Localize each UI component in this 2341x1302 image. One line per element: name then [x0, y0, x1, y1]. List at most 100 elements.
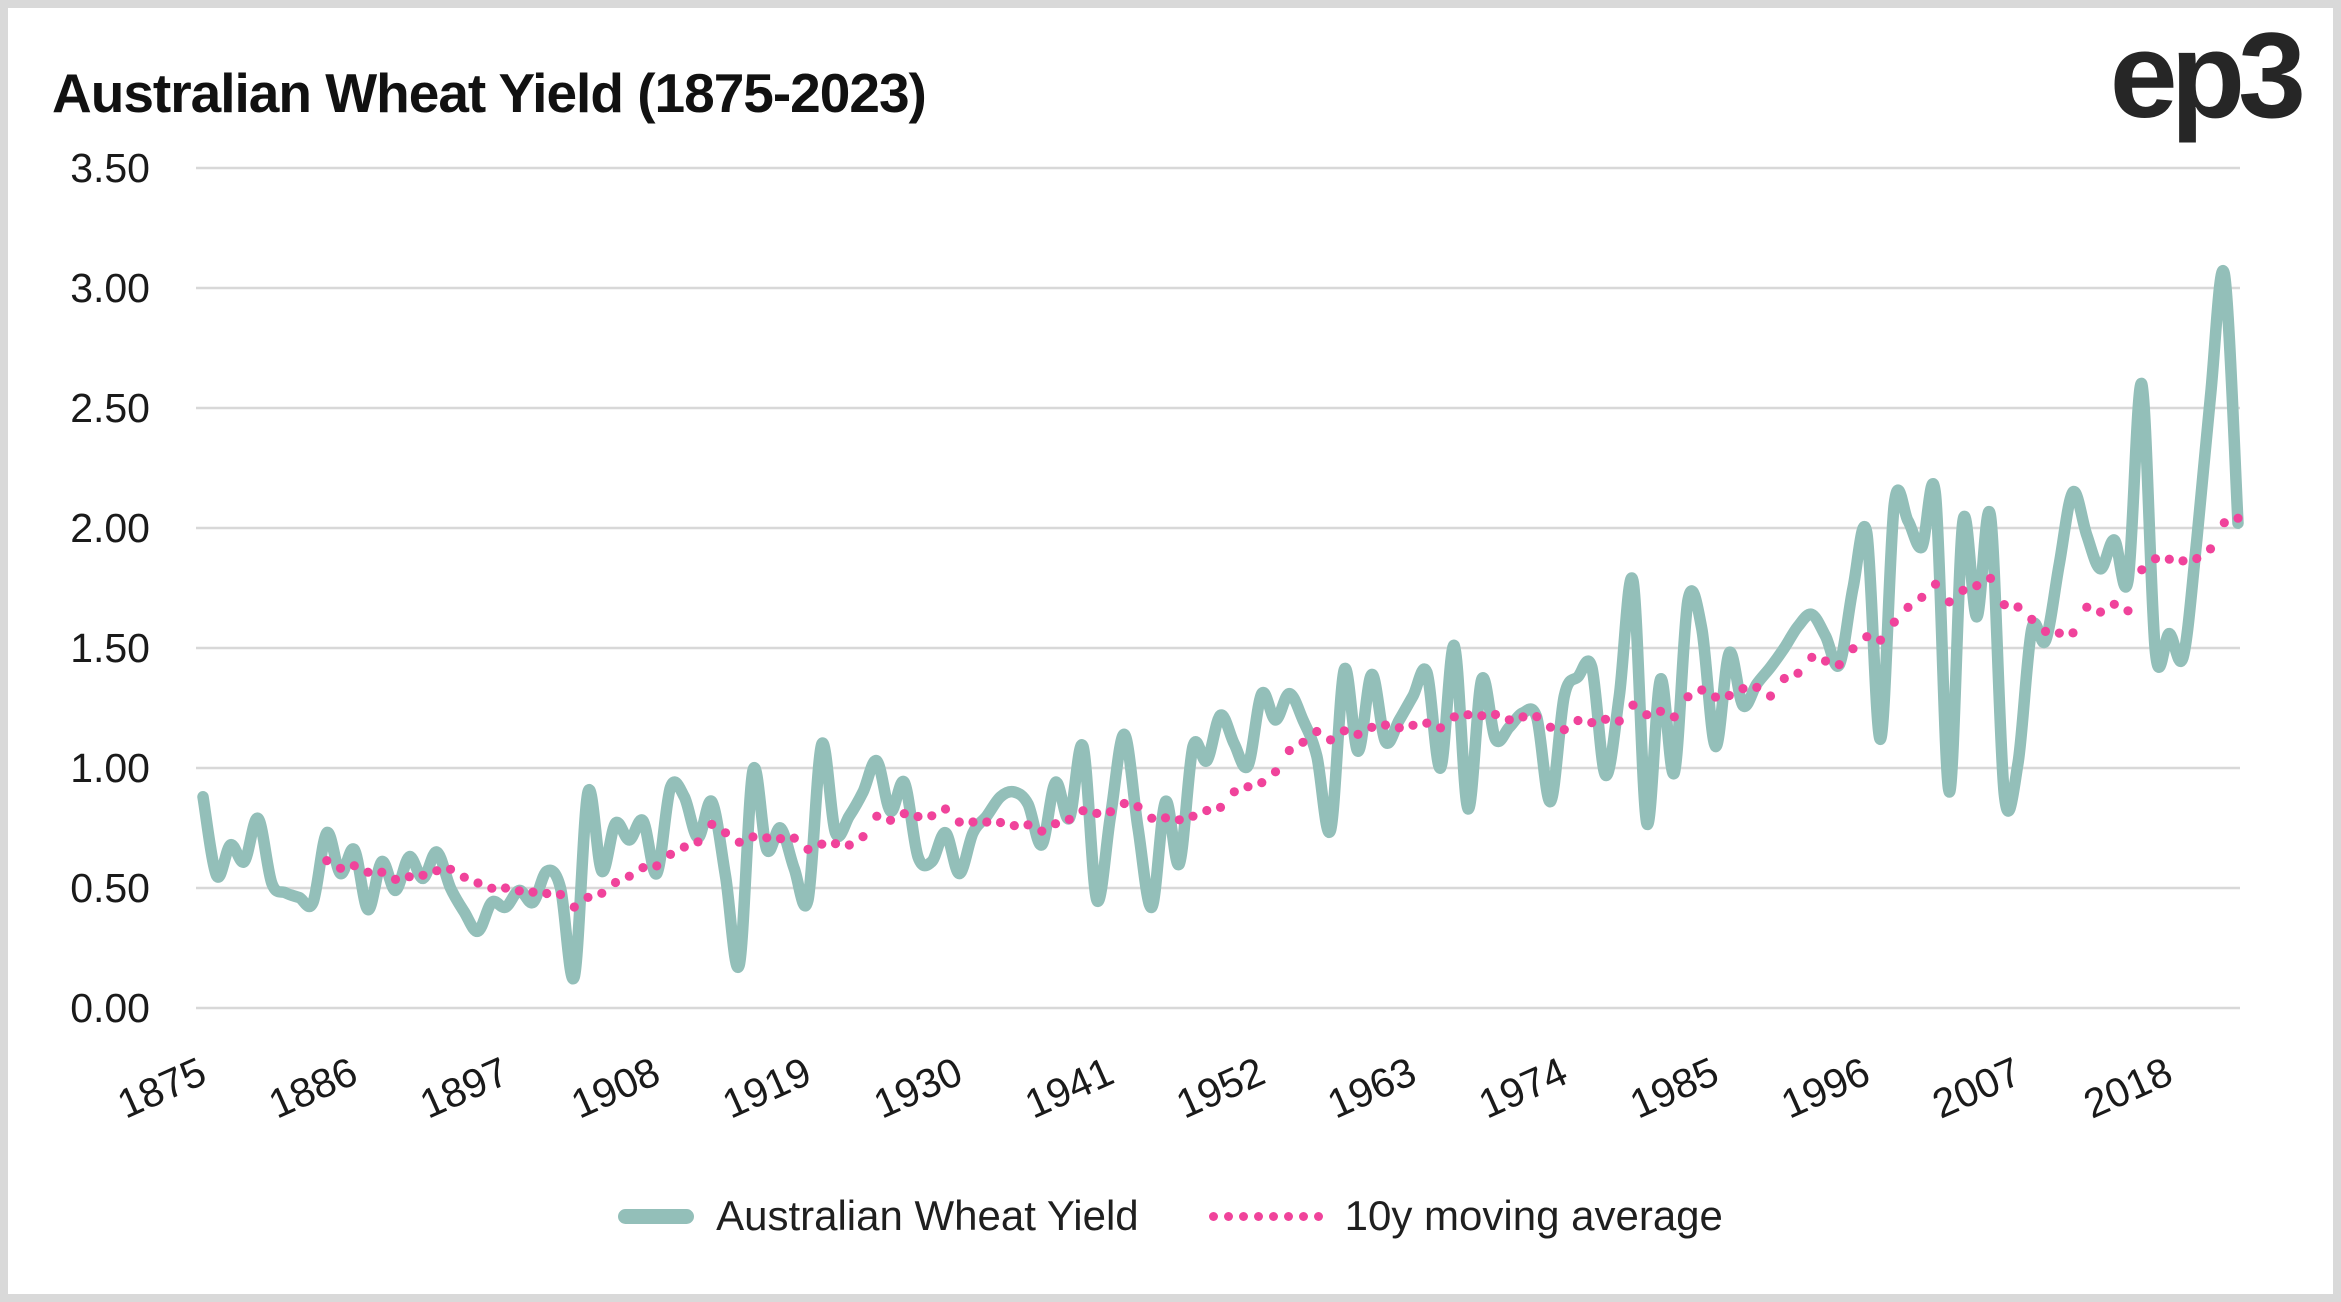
- moving-average-dot: [1064, 814, 1074, 825]
- moving-average-dot: [1023, 820, 1033, 830]
- moving-average-dot: [913, 811, 923, 822]
- moving-average-dot: [459, 872, 469, 882]
- moving-average-dot: [1972, 581, 1982, 591]
- moving-average-dot: [1683, 692, 1693, 702]
- moving-average-dot: [638, 863, 648, 873]
- moving-average-dot: [1380, 720, 1391, 730]
- moving-average-dot: [899, 809, 909, 819]
- moving-average-dot: [1944, 597, 1954, 607]
- moving-average-dot: [349, 861, 359, 871]
- x-axis-tick-labels: 1875 1886 1897 1908 1919 1930 1941 1952 1963 1974…: [111, 1048, 2179, 1127]
- y-axis-tick-labels: 3.50 3.00 2.50 2.00 1.50 1.00 0.50 0.00: [70, 145, 150, 1031]
- moving-average-dot: [885, 815, 896, 825]
- moving-average-dot: [872, 811, 882, 821]
- moving-average-dot: [1573, 715, 1583, 726]
- moving-average-dot: [858, 832, 868, 842]
- moving-average-dot: [445, 864, 456, 874]
- moving-average-dot: [693, 837, 703, 847]
- moving-average-dot: [1697, 685, 1707, 695]
- y-tick-label: 3.50: [70, 145, 150, 191]
- moving-average-dot: [1298, 737, 1308, 747]
- moving-average-dot: [335, 863, 346, 873]
- moving-average-dot: [2192, 553, 2202, 564]
- moving-average-dot: [1119, 798, 1129, 809]
- moving-average-dot: [487, 883, 497, 893]
- moving-average-dot: [542, 888, 552, 899]
- x-tick-label: 1908: [564, 1048, 666, 1127]
- moving-average-dot: [789, 833, 799, 843]
- x-tick-label: 1963: [1321, 1048, 1423, 1127]
- moving-average-dot: [322, 856, 332, 866]
- moving-average-dot: [1215, 802, 1226, 813]
- moving-average-dot: [1642, 710, 1652, 720]
- moving-average-dot: [1133, 802, 1143, 812]
- moving-average-dot: [748, 832, 758, 842]
- moving-average-dot: [1848, 644, 1858, 654]
- moving-average-dot: [1078, 806, 1088, 816]
- moving-average-dot: [1174, 815, 1184, 825]
- moving-average-dot: [1655, 706, 1666, 717]
- moving-average-dot: [665, 849, 676, 860]
- moving-average-dot: [720, 828, 731, 838]
- moving-average-dot: [1367, 722, 1377, 733]
- y-tick-label: 1.50: [70, 625, 150, 671]
- moving-average-dot: [610, 877, 621, 888]
- x-tick-label: 1886: [262, 1048, 364, 1127]
- moving-average-dot: [2068, 628, 2078, 638]
- moving-average-dot: [2040, 626, 2051, 637]
- x-tick-label: 1875: [111, 1048, 213, 1127]
- x-tick-label: 1919: [716, 1048, 818, 1127]
- moving-average-dot: [1875, 635, 1886, 645]
- moving-average-dot: [1793, 668, 1803, 678]
- moving-average-dot: [1862, 632, 1872, 642]
- y-tick-label: 3.00: [70, 265, 150, 311]
- ep3-logo: ep3: [2109, 7, 2306, 143]
- moving-average-dot: [1587, 718, 1597, 728]
- moving-average-dot: [2109, 599, 2119, 609]
- legend-item-moving-average: 10y moving average: [1208, 1192, 1723, 1240]
- moving-average-dot: [2013, 602, 2023, 612]
- moving-average-dot: [1312, 726, 1322, 737]
- moving-average-dot: [377, 867, 387, 877]
- x-tick-label: 1952: [1169, 1048, 1271, 1127]
- moving-average-dot: [1903, 602, 1913, 613]
- moving-average-dot: [1160, 813, 1171, 823]
- x-tick-label: 1897: [413, 1048, 515, 1127]
- moving-average-dot: [1050, 819, 1061, 829]
- moving-average-dot: [803, 844, 813, 855]
- moving-average-dot: [363, 867, 373, 877]
- moving-average-dot: [707, 819, 717, 830]
- y-tick-label: 0.50: [70, 865, 150, 911]
- moving-average-dot: [2178, 556, 2188, 566]
- x-tick-label: 1941: [1018, 1048, 1120, 1127]
- moving-average-dot: [500, 883, 511, 893]
- moving-average-dots-swatch-icon: [1208, 1211, 1323, 1221]
- moving-average-dot: [1463, 710, 1473, 720]
- moving-average-dot: [1147, 813, 1157, 823]
- moving-average-dot: [954, 817, 964, 827]
- moving-average-dot: [982, 817, 992, 827]
- moving-average-dot: [1243, 782, 1253, 792]
- chart-legend: Australian Wheat Yield 10y moving averag…: [0, 1192, 2341, 1240]
- x-tick-label: 1996: [1774, 1048, 1876, 1127]
- moving-average-dot: [1037, 826, 1047, 836]
- moving-average-dot: [2233, 513, 2243, 523]
- moving-average-dot: [1752, 682, 1762, 693]
- x-tick-label: 2007: [1926, 1048, 2028, 1127]
- moving-average-dot: [1669, 712, 1679, 722]
- moving-average-dot: [1889, 617, 1899, 627]
- moving-average-dot: [762, 833, 772, 843]
- moving-average-dot: [514, 886, 524, 896]
- moving-average-dot: [1820, 656, 1831, 666]
- moving-average-dot: [2054, 628, 2064, 638]
- moving-average-dot: [1614, 716, 1624, 726]
- moving-average-dot: [2150, 554, 2161, 564]
- moving-average-dot: [734, 837, 744, 847]
- x-tick-label: 1930: [867, 1048, 969, 1127]
- legend-item-yield: Australian Wheat Yield: [618, 1192, 1139, 1240]
- moving-average-dot: [2123, 606, 2133, 616]
- moving-average-dot: [1284, 745, 1294, 756]
- moving-average-dot: [830, 839, 841, 849]
